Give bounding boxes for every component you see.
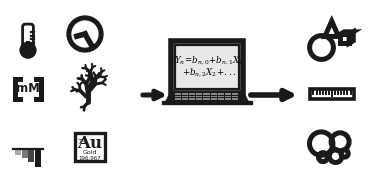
- Bar: [196, 96, 202, 97]
- Text: mM: mM: [16, 83, 40, 95]
- Bar: [189, 93, 195, 95]
- Bar: [225, 98, 231, 100]
- Bar: [175, 98, 181, 100]
- Text: Au: Au: [77, 136, 102, 153]
- Bar: [218, 96, 224, 97]
- Bar: [189, 98, 195, 100]
- Text: Gold: Gold: [83, 150, 97, 156]
- Polygon shape: [167, 93, 247, 101]
- Bar: [15, 149, 21, 155]
- Bar: [203, 98, 209, 100]
- Bar: [218, 93, 224, 95]
- Text: 79: 79: [78, 139, 87, 145]
- Bar: [310, 89, 353, 99]
- Bar: [28, 149, 34, 162]
- Bar: [211, 96, 217, 97]
- Circle shape: [83, 32, 87, 36]
- Bar: [203, 93, 209, 95]
- Bar: [175, 45, 239, 89]
- Bar: [22, 149, 28, 158]
- Bar: [232, 98, 238, 100]
- Circle shape: [21, 43, 35, 57]
- Bar: [196, 98, 202, 100]
- Bar: [340, 34, 349, 43]
- Bar: [211, 98, 217, 100]
- Text: 196.967: 196.967: [79, 156, 101, 160]
- Text: $Y_n\!=\!b_{n,0}\!+\!b_{n,1}X_1$: $Y_n\!=\!b_{n,0}\!+\!b_{n,1}X_1$: [174, 54, 244, 66]
- Bar: [182, 98, 188, 100]
- Bar: [232, 96, 238, 97]
- Bar: [75, 133, 105, 161]
- Bar: [175, 93, 181, 95]
- Bar: [203, 96, 209, 97]
- Bar: [232, 93, 238, 95]
- Bar: [26, 41, 30, 50]
- Bar: [35, 149, 41, 167]
- Bar: [225, 96, 231, 97]
- Bar: [189, 96, 195, 97]
- Bar: [218, 98, 224, 100]
- Text: $+b_{n,2}X_2\!+\!...$: $+b_{n,2}X_2\!+\!...$: [182, 66, 236, 78]
- Bar: [171, 41, 243, 93]
- Bar: [196, 93, 202, 95]
- Bar: [162, 101, 252, 104]
- Bar: [182, 93, 188, 95]
- Bar: [175, 96, 181, 97]
- FancyBboxPatch shape: [22, 24, 33, 55]
- Bar: [225, 93, 231, 95]
- Bar: [211, 93, 217, 95]
- Bar: [182, 96, 188, 97]
